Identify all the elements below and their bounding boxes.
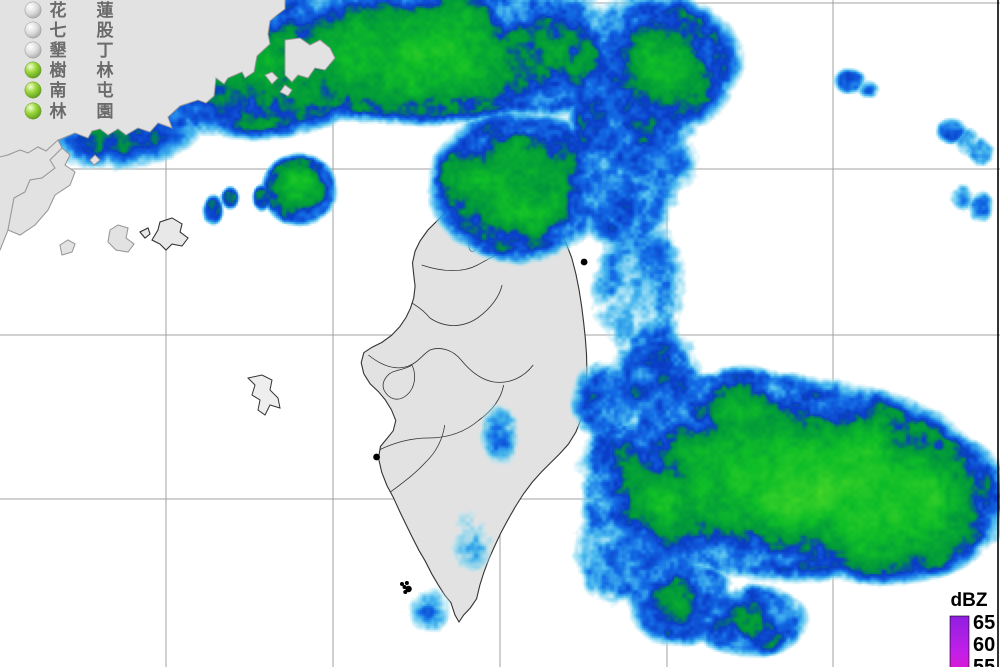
svg-text:花: 花: [50, 0, 67, 20]
svg-text:屯: 屯: [97, 80, 114, 100]
svg-text:墾: 墾: [50, 41, 68, 60]
svg-text:65: 65: [973, 612, 995, 634]
svg-text:蓮: 蓮: [97, 0, 114, 20]
svg-text:林: 林: [97, 60, 114, 80]
svg-text:丁: 丁: [97, 41, 114, 60]
svg-text:55: 55: [973, 656, 995, 667]
svg-text:dBZ: dBZ: [951, 590, 988, 611]
svg-text:股: 股: [97, 21, 114, 40]
svg-text:南: 南: [50, 80, 67, 100]
svg-text:園: 園: [97, 102, 114, 121]
svg-text:60: 60: [973, 634, 995, 656]
svg-text:七: 七: [50, 21, 67, 40]
svg-text:林: 林: [50, 101, 67, 121]
svg-text:樹: 樹: [50, 60, 67, 80]
